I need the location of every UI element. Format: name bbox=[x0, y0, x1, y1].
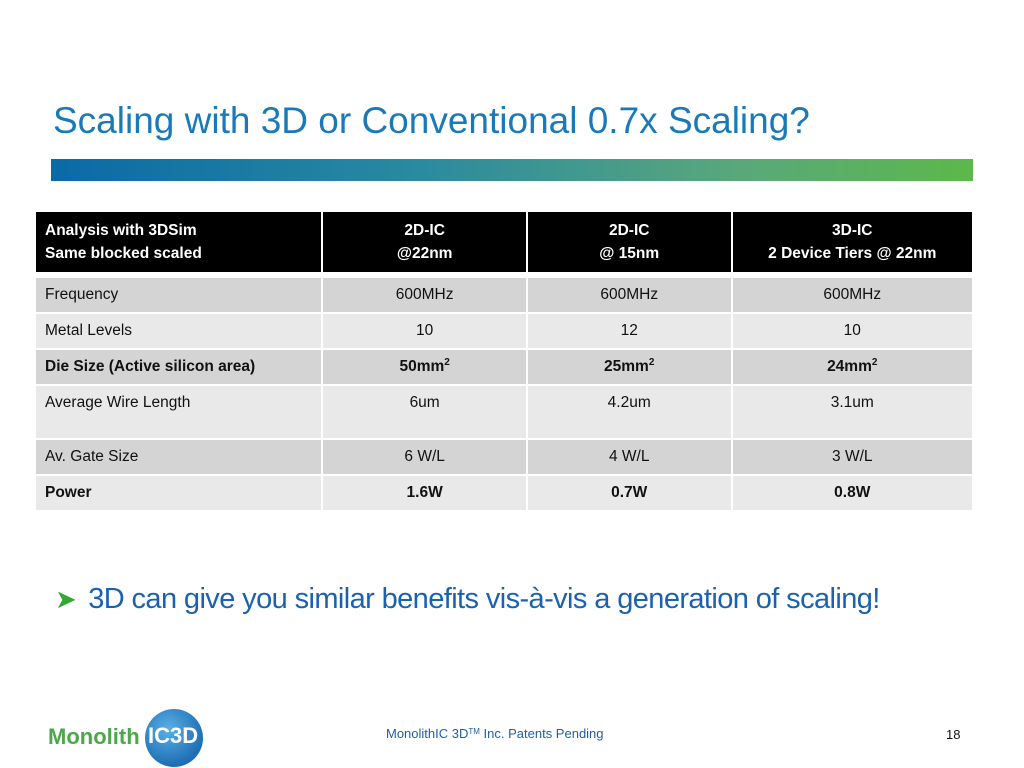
header-text: 3D-IC bbox=[832, 222, 873, 239]
cell-value: 0.8W bbox=[730, 474, 975, 512]
header-text: @ 15nm bbox=[599, 245, 660, 262]
cell-value: 600MHz bbox=[730, 276, 975, 314]
header-cell-2d-22nm: 2D-IC @22nm bbox=[321, 210, 528, 274]
cell-value: 10 bbox=[321, 312, 528, 350]
footer-text: MonolithIC 3DTM Inc. Patents Pending bbox=[386, 726, 604, 741]
bullet-text: 3D can give you similar benefits vis-à-v… bbox=[88, 583, 880, 615]
logo-text-monolith: Monolith bbox=[48, 724, 140, 749]
cell-value: 12 bbox=[525, 312, 733, 350]
page-number: 18 bbox=[946, 727, 961, 742]
value-text: 50mm bbox=[399, 358, 445, 375]
cell-value: 6um bbox=[321, 384, 528, 440]
header-text: Same blocked scaled bbox=[45, 245, 202, 262]
header-text: 2D-IC bbox=[608, 222, 650, 239]
globe-icon bbox=[145, 709, 203, 767]
footer-company: MonolithIC 3D bbox=[386, 726, 469, 741]
footer-suffix: Inc. Patents Pending bbox=[479, 726, 604, 741]
row-label: Av. Gate Size bbox=[33, 438, 324, 476]
cell-value: 1.6W bbox=[321, 474, 528, 512]
table-row: Average Wire Length 6um 4.2um 3.1um bbox=[33, 384, 975, 440]
row-label: Die Size (Active silicon area) bbox=[33, 348, 324, 386]
table-spacer bbox=[35, 273, 973, 277]
cell-value: 3.1um bbox=[730, 384, 975, 440]
header-text: 2 Device Tiers @ 22nm bbox=[768, 245, 937, 262]
superscript: 2 bbox=[444, 357, 450, 368]
cell-value: 4 W/L bbox=[525, 438, 733, 476]
bullet-point: ➤ 3D can give you similar benefits vis-à-… bbox=[55, 583, 880, 616]
superscript: 2 bbox=[648, 357, 655, 368]
comparison-table: Analysis with 3DSim Same blocked scaled … bbox=[33, 210, 975, 512]
header-cell-2d-15nm: 2D-IC @ 15nm bbox=[525, 210, 733, 274]
superscript: 2 bbox=[871, 357, 878, 368]
company-logo: Monolith IC3D bbox=[48, 709, 218, 767]
row-label: Frequency bbox=[33, 276, 324, 314]
header-text: Analysis with 3DSim bbox=[45, 222, 197, 239]
cell-value: 25mm2 bbox=[525, 348, 733, 386]
title-gradient-bar bbox=[51, 159, 973, 181]
row-label: Average Wire Length bbox=[33, 384, 324, 440]
table-row: Power 1.6W 0.7W 0.8W bbox=[33, 474, 975, 512]
cell-value: 600MHz bbox=[525, 276, 733, 314]
table-row: Av. Gate Size 6 W/L 4 W/L 3 W/L bbox=[33, 438, 975, 476]
header-cell-3d-22nm: 3D-IC 2 Device Tiers @ 22nm bbox=[730, 210, 975, 274]
cell-value: 4.2um bbox=[525, 384, 733, 440]
table-row: Die Size (Active silicon area) 50mm2 25m… bbox=[33, 348, 975, 386]
cell-value: 3 W/L bbox=[730, 438, 975, 476]
header-text: @22nm bbox=[396, 245, 453, 262]
row-label: Power bbox=[33, 474, 324, 512]
cell-value: 50mm2 bbox=[321, 348, 528, 386]
cell-value: 24mm2 bbox=[730, 348, 975, 386]
table-row: Frequency 600MHz 600MHz 600MHz bbox=[33, 276, 975, 314]
cell-value: 600MHz bbox=[321, 276, 528, 314]
logo-text-ic3d: IC3D bbox=[148, 723, 199, 748]
cell-value: 6 W/L bbox=[321, 438, 528, 476]
header-cell-analysis: Analysis with 3DSim Same blocked scaled bbox=[33, 210, 324, 274]
trademark-mark: TM bbox=[468, 727, 480, 736]
arrow-bullet-icon: ➤ bbox=[55, 584, 77, 614]
cell-value: 10 bbox=[730, 312, 975, 350]
table-row: Metal Levels 10 12 10 bbox=[33, 312, 975, 350]
row-label: Metal Levels bbox=[33, 312, 324, 350]
table-header-row: Analysis with 3DSim Same blocked scaled … bbox=[33, 210, 975, 274]
value-text: 25mm bbox=[604, 358, 649, 375]
slide-title: Scaling with 3D or Conventional 0.7x Sca… bbox=[53, 100, 810, 141]
header-text: 2D-IC bbox=[404, 222, 445, 239]
cell-value: 0.7W bbox=[525, 474, 733, 512]
value-text: 24mm bbox=[827, 358, 872, 375]
